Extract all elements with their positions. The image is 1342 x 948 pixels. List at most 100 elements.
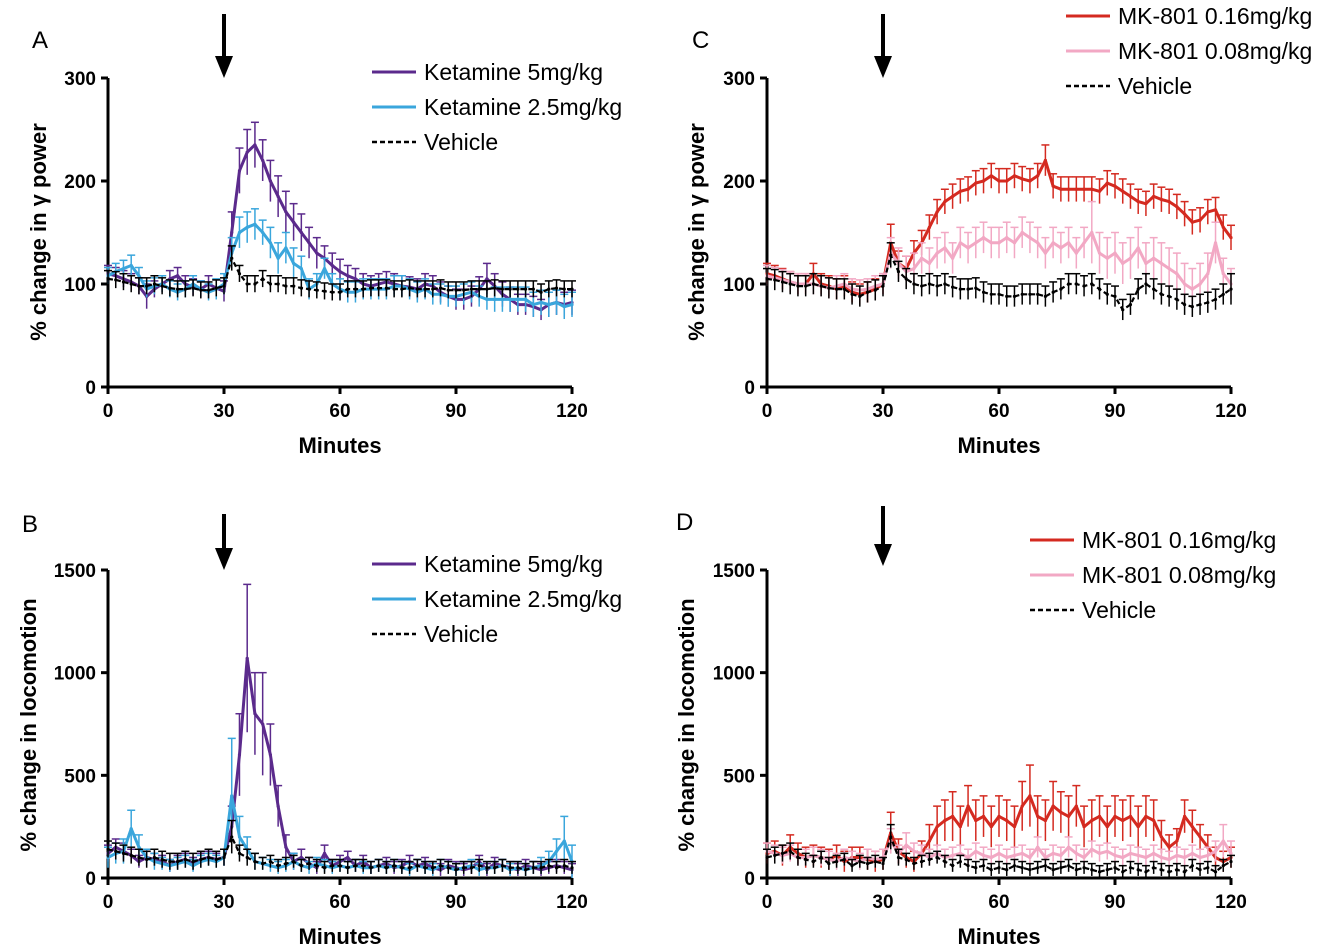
data-point — [1198, 855, 1202, 860]
y-tick-label: 1500 — [713, 561, 755, 582]
data-point — [191, 286, 195, 290]
y-tick-label: 0 — [85, 378, 96, 399]
data-point — [1198, 835, 1202, 839]
data-point — [1036, 845, 1040, 849]
data-point — [951, 256, 955, 260]
data-point — [1190, 864, 1194, 868]
data-point — [1206, 866, 1210, 870]
chart-panel-a: A 0 30 60 90 120 0 100 200 300 Minutes % change in … — [26, 14, 622, 458]
data-point — [408, 866, 412, 870]
data-point — [415, 864, 419, 868]
data-point — [1190, 825, 1194, 829]
data-point — [438, 286, 443, 290]
data-point — [1097, 189, 1102, 193]
data-point — [865, 862, 870, 866]
data-point — [500, 287, 504, 291]
data-point — [1136, 825, 1140, 829]
data-point — [284, 246, 288, 250]
data-point — [1067, 241, 1071, 245]
data-point — [981, 290, 986, 294]
data-point — [268, 753, 272, 757]
data-point — [1121, 855, 1125, 860]
legend-label: Ketamine 2.5mg/kg — [424, 586, 622, 612]
data-point — [353, 287, 358, 291]
data-point — [392, 864, 396, 868]
y-tick-label: 0 — [744, 378, 755, 399]
data-point — [974, 241, 978, 245]
data-point — [1005, 294, 1009, 298]
data-point — [1012, 241, 1017, 245]
data-point — [1229, 859, 1233, 864]
arrow-head — [874, 544, 892, 566]
data-point — [562, 305, 566, 309]
data-point — [454, 288, 458, 292]
y-tick-label: 300 — [723, 69, 755, 90]
chart-panel-b: B 0 30 60 90 120 0 500 1000 1500 Minutes % change i… — [16, 511, 622, 948]
data-point — [1113, 294, 1117, 298]
data-point — [338, 290, 342, 294]
data-point — [322, 851, 327, 855]
data-point — [1159, 292, 1163, 296]
data-point — [261, 862, 265, 866]
data-point — [904, 843, 908, 847]
data-point — [1152, 256, 1156, 260]
data-point — [462, 288, 466, 292]
data-point — [1082, 866, 1086, 870]
x-tick-label: 90 — [445, 401, 466, 422]
data-point — [1175, 839, 1179, 843]
x-tick-label: 60 — [329, 401, 350, 422]
data-point — [1059, 187, 1063, 191]
data-point — [1128, 851, 1133, 855]
x-tick-label: 90 — [445, 892, 466, 913]
data-point — [531, 866, 535, 870]
data-point — [516, 287, 520, 291]
data-point — [346, 287, 350, 291]
data-point — [508, 297, 512, 302]
data-point — [1206, 210, 1210, 214]
data-point — [989, 855, 993, 860]
data-point — [1113, 866, 1117, 870]
data-point — [106, 277, 110, 281]
data-point — [485, 287, 489, 291]
data-point — [1213, 297, 1218, 302]
data-point — [1067, 814, 1071, 819]
data-point — [253, 222, 257, 226]
data-point — [997, 179, 1001, 183]
data-point — [137, 855, 141, 860]
data-point — [1152, 287, 1156, 291]
data-point — [299, 855, 303, 860]
x-tick-label: 30 — [213, 401, 234, 422]
data-point — [1028, 292, 1032, 296]
x-tick-label: 0 — [103, 892, 114, 913]
y-axis-label: % change in locomotion — [16, 598, 41, 851]
data-point — [927, 282, 932, 286]
data-point — [562, 864, 566, 868]
data-point — [261, 277, 265, 281]
data-point — [361, 864, 365, 868]
legend-label: Ketamine 2.5mg/kg — [424, 94, 622, 120]
data-point — [160, 857, 164, 862]
data-point — [106, 847, 110, 851]
data-point — [1136, 246, 1140, 250]
data-point — [1074, 868, 1078, 872]
x-tick-label: 30 — [872, 401, 893, 422]
data-point — [958, 241, 962, 245]
data-point — [284, 284, 288, 288]
data-point — [927, 857, 932, 862]
data-point — [920, 851, 924, 855]
data-point — [1043, 294, 1047, 298]
legend-label: Vehicle — [1082, 597, 1156, 623]
data-point — [765, 277, 769, 281]
data-point — [1020, 230, 1024, 235]
data-point — [245, 855, 249, 860]
data-point — [1097, 814, 1102, 819]
x-tick-label: 120 — [556, 401, 588, 422]
data-point — [1105, 825, 1109, 829]
data-point — [912, 266, 916, 271]
data-point — [958, 851, 962, 855]
data-point — [943, 818, 947, 823]
data-point — [1113, 184, 1117, 188]
data-point — [804, 284, 808, 288]
data-point — [1051, 851, 1055, 855]
data-point — [1128, 303, 1133, 307]
